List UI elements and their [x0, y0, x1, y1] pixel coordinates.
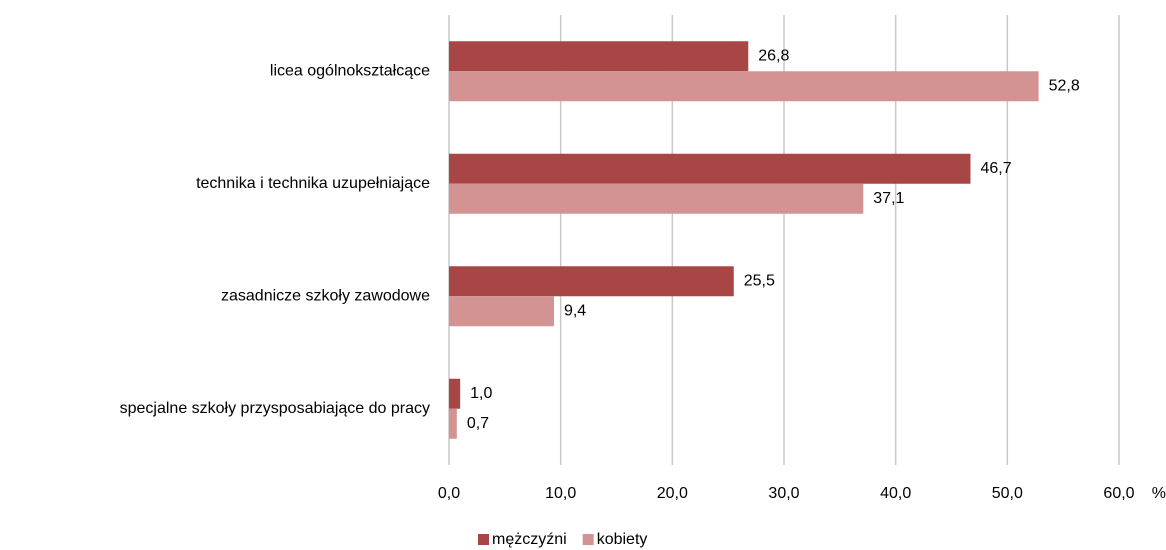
x-tick-label: 40,0: [880, 485, 911, 502]
value-label: 26,8: [758, 47, 789, 64]
bar: [449, 41, 749, 72]
value-label: 9,4: [564, 302, 586, 319]
x-tick-label: 50,0: [992, 485, 1023, 502]
category-label: licea ogólnokształcące: [270, 62, 430, 79]
bar: [449, 296, 554, 327]
x-tick-label: 10,0: [545, 485, 576, 502]
category-label: zasadnicze szkoły zawodowe: [221, 287, 430, 304]
x-tick-label: 30,0: [768, 485, 799, 502]
bar: [449, 378, 461, 409]
category-label: specjalne szkoły przysposabiające do pra…: [120, 400, 430, 417]
bar: [449, 408, 457, 439]
value-label: 0,7: [467, 415, 489, 432]
x-unit: %: [1152, 485, 1166, 502]
value-label: 25,5: [744, 272, 775, 289]
category-label: technika i technika uzupełniające: [196, 175, 430, 192]
x-tick-label: 20,0: [657, 485, 688, 502]
bar: [449, 71, 1039, 102]
legend-label: mężczyźni: [492, 531, 567, 548]
bar: [449, 266, 734, 297]
x-tick-label: 60,0: [1103, 485, 1134, 502]
legend-swatch: [582, 534, 594, 545]
legend-swatch: [478, 534, 489, 545]
bar: [449, 153, 971, 184]
x-tick-label: 0,0: [438, 485, 460, 502]
legend-label: kobiety: [597, 531, 648, 548]
bar: [449, 183, 864, 214]
value-label: 1,0: [470, 385, 492, 402]
value-label: 52,8: [1049, 77, 1080, 94]
value-label: 46,7: [980, 160, 1011, 177]
value-label: 37,1: [873, 190, 904, 207]
